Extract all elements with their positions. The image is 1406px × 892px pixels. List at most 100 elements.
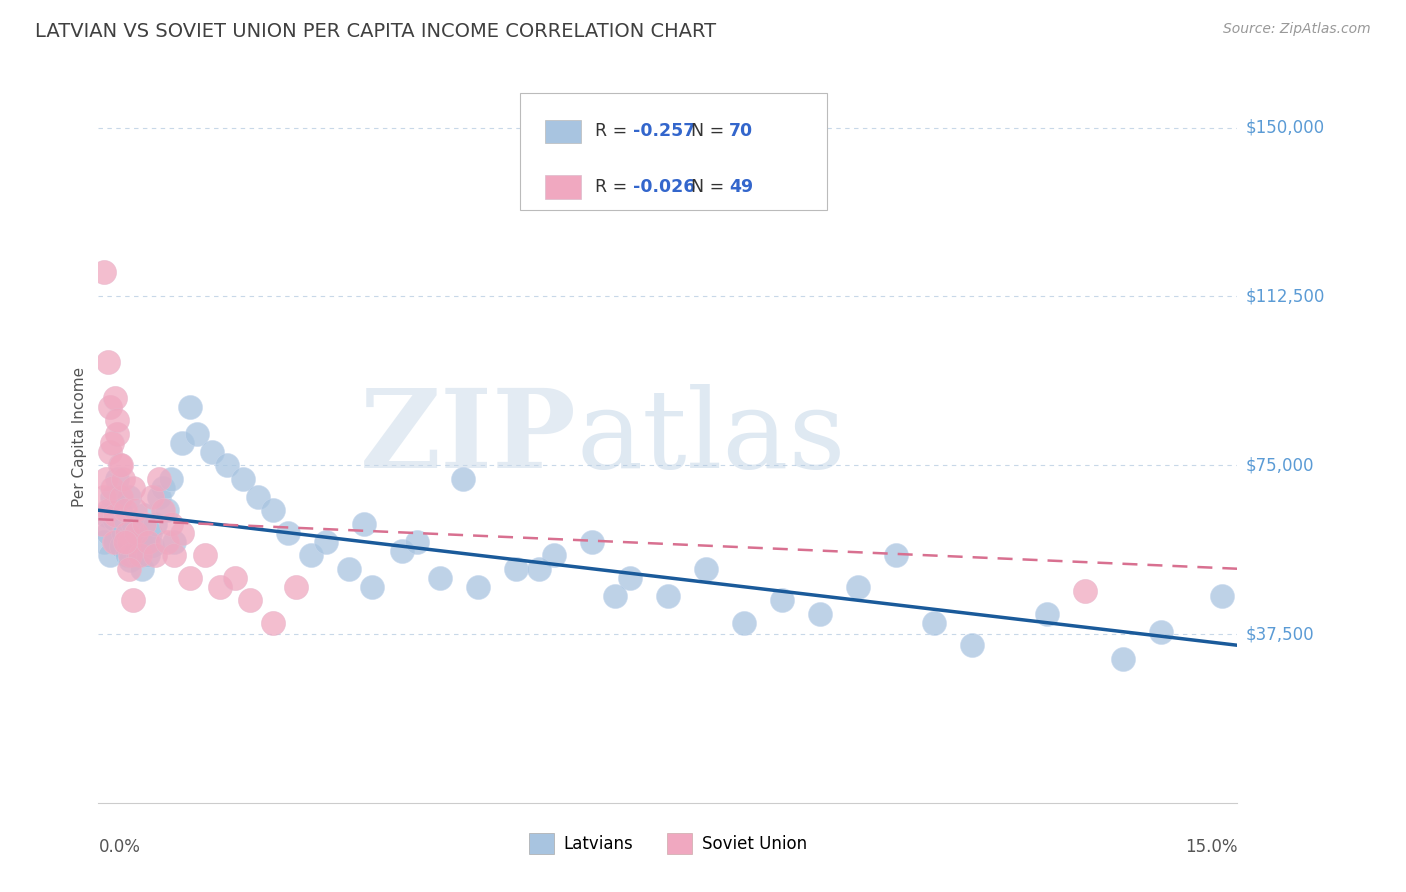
Point xyxy=(96,354,118,368)
Point xyxy=(152,503,174,517)
Point xyxy=(127,548,149,562)
Text: atlas: atlas xyxy=(576,384,846,491)
Point xyxy=(224,571,246,585)
Point xyxy=(141,539,163,553)
Point xyxy=(406,534,429,549)
Point xyxy=(114,512,136,526)
Point xyxy=(121,593,143,607)
Point xyxy=(101,490,124,504)
Point xyxy=(93,534,115,549)
Point xyxy=(619,571,641,585)
Point xyxy=(451,472,474,486)
Point xyxy=(337,562,360,576)
Point xyxy=(603,589,626,603)
Point xyxy=(93,490,115,504)
Point xyxy=(117,525,139,540)
Point xyxy=(429,571,451,585)
Point xyxy=(125,525,148,540)
Point xyxy=(1036,607,1059,621)
Point xyxy=(110,539,132,553)
Point xyxy=(101,481,124,495)
Y-axis label: Per Capita Income: Per Capita Income xyxy=(72,367,87,508)
Point xyxy=(262,615,284,630)
Point xyxy=(98,400,121,414)
Legend: Latvians, Soviet Union: Latvians, Soviet Union xyxy=(522,827,814,860)
Text: R =: R = xyxy=(595,122,633,140)
Point xyxy=(94,508,117,522)
Text: LATVIAN VS SOVIET UNION PER CAPITA INCOME CORRELATION CHART: LATVIAN VS SOVIET UNION PER CAPITA INCOM… xyxy=(35,22,716,41)
Text: 15.0%: 15.0% xyxy=(1185,838,1237,855)
Text: $112,500: $112,500 xyxy=(1246,287,1324,305)
Point xyxy=(846,580,869,594)
Point xyxy=(808,607,831,621)
Point xyxy=(770,593,793,607)
Point xyxy=(360,580,382,594)
Point xyxy=(1211,589,1233,603)
Point xyxy=(94,472,117,486)
Point xyxy=(134,534,156,549)
Text: R =: R = xyxy=(595,178,633,196)
Point xyxy=(232,472,254,486)
Point xyxy=(960,638,983,652)
Point xyxy=(156,534,179,549)
Point xyxy=(148,490,170,504)
Point xyxy=(107,413,129,427)
Point xyxy=(733,615,755,630)
Point xyxy=(467,580,489,594)
Text: 70: 70 xyxy=(730,122,754,140)
Point xyxy=(111,525,134,540)
Point xyxy=(98,548,121,562)
Point xyxy=(145,548,167,562)
Text: N =: N = xyxy=(681,178,730,196)
Point xyxy=(107,472,129,486)
Point xyxy=(136,548,159,562)
Point xyxy=(922,615,945,630)
Point xyxy=(179,571,201,585)
Point xyxy=(1150,624,1173,639)
Point xyxy=(104,508,127,522)
Point xyxy=(125,525,148,540)
Point xyxy=(107,426,129,441)
Point xyxy=(527,562,550,576)
Point xyxy=(132,516,155,531)
Point xyxy=(96,525,118,540)
Point xyxy=(118,534,141,549)
Point xyxy=(117,548,139,562)
Point xyxy=(657,589,679,603)
Point xyxy=(108,503,131,517)
Point xyxy=(120,548,142,562)
Point xyxy=(131,562,153,576)
FancyBboxPatch shape xyxy=(520,94,827,211)
Point xyxy=(124,539,146,553)
Point xyxy=(1074,584,1097,599)
Point xyxy=(108,458,131,473)
Text: Source: ZipAtlas.com: Source: ZipAtlas.com xyxy=(1223,22,1371,37)
Point xyxy=(114,534,136,549)
Point xyxy=(159,516,181,531)
Point xyxy=(129,548,152,562)
Point xyxy=(103,534,125,549)
Point xyxy=(179,400,201,414)
Text: -0.257: -0.257 xyxy=(633,122,695,140)
Point xyxy=(277,525,299,540)
Point xyxy=(139,525,162,540)
FancyBboxPatch shape xyxy=(546,120,581,143)
Text: N =: N = xyxy=(681,122,730,140)
Text: $150,000: $150,000 xyxy=(1246,119,1324,136)
Point xyxy=(118,490,141,504)
Point xyxy=(148,472,170,486)
Point xyxy=(96,503,118,517)
Text: 49: 49 xyxy=(730,178,754,196)
Point xyxy=(884,548,907,562)
Point xyxy=(110,490,132,504)
Point xyxy=(120,553,142,567)
Point xyxy=(132,508,155,522)
Point xyxy=(391,543,413,558)
Point xyxy=(239,593,262,607)
FancyBboxPatch shape xyxy=(546,175,581,199)
Point xyxy=(110,458,132,473)
Point xyxy=(111,472,134,486)
Point xyxy=(145,516,167,531)
Point xyxy=(353,516,375,531)
Point xyxy=(186,426,208,441)
